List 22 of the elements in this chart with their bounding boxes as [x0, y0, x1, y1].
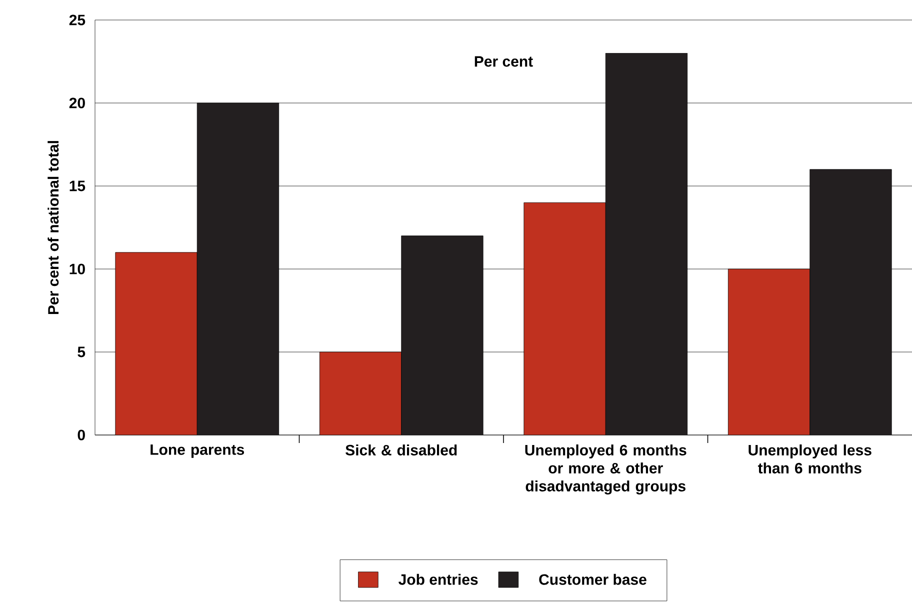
- bar: [319, 352, 402, 435]
- bar: [605, 53, 688, 435]
- y-tick-label: 20: [69, 98, 85, 108]
- y-tick-label: 0: [78, 430, 85, 440]
- x-tick-label: Unemployed 6 months or more & other disadvantaged groups: [525, 444, 686, 494]
- x-tick-label: Lone parents: [150, 444, 244, 458]
- bar: [196, 102, 280, 435]
- y-tick-label: 15: [70, 180, 86, 192]
- x-tick-label: Sick & disabled: [346, 444, 457, 456]
- bar: [728, 268, 810, 435]
- annotation: Per cent: [474, 56, 533, 67]
- bar: [115, 252, 198, 435]
- x-tick-label: Unemployed less than 6 months: [748, 444, 872, 474]
- y-axis-title: Per cent of national total: [48, 141, 59, 314]
- legend-label: Customer base: [539, 574, 646, 585]
- bar: [524, 202, 606, 435]
- y-tick-label: 10: [70, 264, 85, 274]
- bar: [401, 236, 484, 435]
- y-tick-label: 25: [69, 14, 86, 26]
- y-tick-label: 5: [78, 346, 86, 358]
- legend-label: Job entries: [398, 574, 478, 585]
- bar: [810, 169, 892, 435]
